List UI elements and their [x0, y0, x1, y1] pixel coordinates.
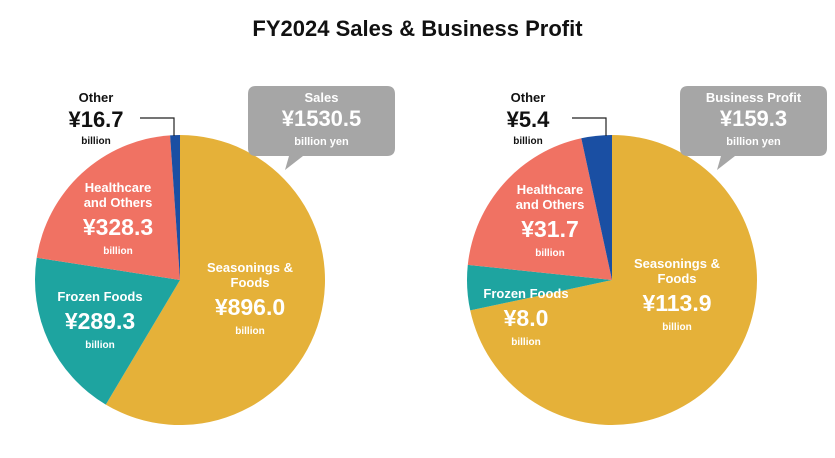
slice-label: Seasonings &	[207, 260, 293, 275]
slice-label: Healthcare	[517, 182, 583, 197]
callout-unit: billion yen	[294, 136, 349, 148]
chart-title: FY2024 Sales & Business Profit	[252, 16, 583, 41]
callout-unit: billion yen	[726, 136, 781, 148]
slice-value-label: ¥31.7	[521, 216, 579, 242]
callout-title: Sales	[305, 90, 339, 105]
other-leader-line	[140, 117, 175, 136]
slice-unit-label: billion	[511, 337, 540, 348]
slice-unit-label: billion	[535, 248, 564, 259]
callout-value: ¥159.3	[720, 106, 787, 131]
slice-value-label: ¥113.9	[642, 290, 711, 316]
pie-slice-seasonings	[470, 135, 757, 426]
pie-slice-frozen	[467, 264, 612, 311]
other-label: Other	[511, 90, 546, 105]
other-unit-label: billion	[513, 136, 542, 147]
other-leader-line	[572, 117, 607, 136]
slice-value-label: ¥8.0	[504, 305, 549, 331]
other-label: Other	[79, 90, 114, 105]
slice-label: Foods	[231, 275, 270, 290]
slice-label: Healthcare	[85, 180, 151, 195]
slice-label: and Others	[516, 197, 585, 212]
pie-slice-seasonings	[105, 135, 326, 426]
slice-label: Frozen Foods	[57, 289, 142, 304]
other-unit-label: billion	[81, 136, 110, 147]
slice-unit-label: billion	[662, 322, 691, 333]
slice-label: Frozen Foods	[483, 286, 568, 301]
pie-slice-frozen	[34, 257, 180, 405]
other-value-label: ¥5.4	[507, 107, 551, 132]
callout-value: ¥1530.5	[282, 106, 362, 131]
slice-unit-label: billion	[235, 326, 264, 337]
slice-value-label: ¥896.0	[215, 294, 285, 320]
slice-unit-label: billion	[103, 246, 132, 257]
slice-unit-label: billion	[85, 340, 114, 351]
slice-value-label: ¥328.3	[83, 214, 153, 240]
callout-box	[248, 86, 395, 170]
callout-title: Business Profit	[706, 90, 802, 105]
slice-label: Foods	[658, 271, 697, 286]
pie-slice-other	[581, 135, 612, 280]
callout-box	[680, 86, 827, 170]
pie-slice-healthcare	[467, 138, 612, 280]
other-value-label: ¥16.7	[68, 107, 123, 132]
pie-slice-healthcare	[36, 135, 180, 280]
slice-label: and Others	[84, 195, 153, 210]
pie-slice-other	[170, 135, 180, 280]
slice-label: Seasonings &	[634, 256, 720, 271]
slice-value-label: ¥289.3	[65, 308, 135, 334]
